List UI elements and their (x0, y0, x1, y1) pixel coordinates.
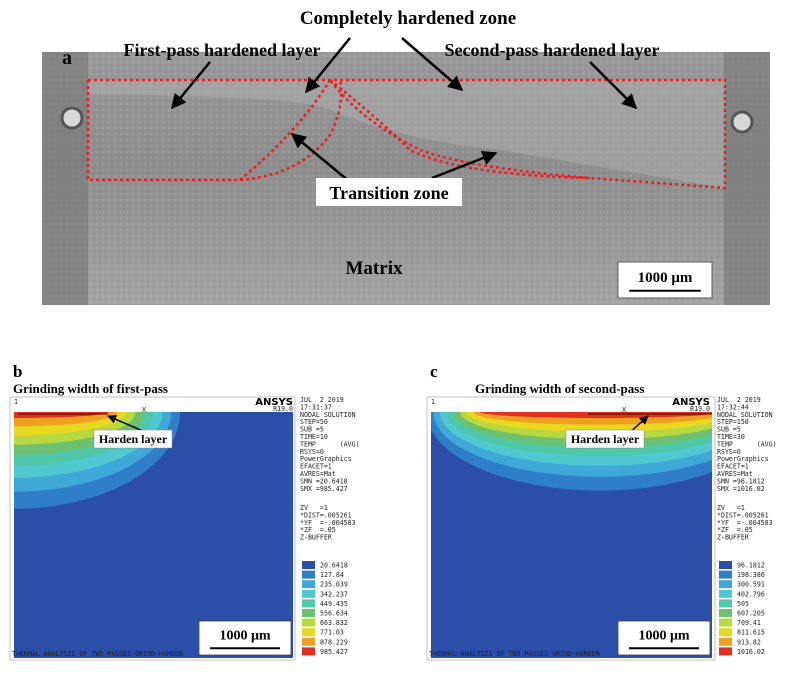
panel-label: a (62, 47, 72, 69)
info-line: Z-BUFFER (717, 534, 749, 542)
legend-label: 771.03 (320, 629, 344, 637)
panel-title: Grinding width of second-pass (475, 381, 644, 396)
callout: Matrix (346, 258, 403, 279)
axis-mark: X (622, 406, 626, 414)
legend-label: 198.386 (737, 571, 765, 579)
legend-label: 342.237 (320, 590, 348, 598)
legend-swatch (302, 628, 315, 636)
legend-swatch (302, 580, 315, 588)
legend-label: 505 (737, 600, 749, 608)
scale-bar-label: 1000 μm (219, 629, 270, 644)
axis-mark: 1 (431, 398, 435, 406)
legend-label: 1016.02 (737, 648, 765, 656)
callout: First-pass hardened layer (124, 40, 321, 60)
scale-bar-label: 1000 μm (638, 270, 693, 286)
legend-label: 811.615 (737, 629, 765, 637)
legend-label: 709.41 (737, 619, 761, 627)
legend-swatch (719, 619, 732, 627)
version: R19.0 (690, 405, 710, 413)
legend-swatch (302, 599, 315, 607)
legend-swatch (302, 619, 315, 627)
axis-mark: 1 (14, 398, 18, 406)
legend-swatch (719, 580, 732, 588)
info-line: SMX =985.427 (300, 485, 348, 493)
legend-label: 235.039 (320, 581, 348, 589)
legend-label: 127.84 (320, 571, 344, 579)
legend-swatch (719, 571, 732, 579)
legend-swatch (719, 561, 732, 569)
legend-swatch (302, 638, 315, 646)
legend-swatch (302, 590, 315, 598)
simulation-plot (0, 315, 295, 660)
scale-bar-label: 1000 μm (638, 629, 689, 644)
legend-swatch (719, 609, 732, 617)
legend-swatch (719, 638, 732, 646)
info-line: Z-BUFFER (300, 534, 332, 542)
annotation: Harden layer (571, 432, 640, 446)
version: R19.0 (273, 405, 293, 413)
info-line: SMX =1016.02 (717, 485, 765, 493)
legend-label: 300.591 (737, 581, 765, 589)
annotation: Harden layer (99, 432, 168, 446)
panel-label: b (13, 362, 22, 381)
legend-label: 878.229 (320, 638, 348, 646)
legend-label: 607.205 (737, 610, 765, 618)
legend-label: 985.427 (320, 648, 348, 656)
panel-label: c (430, 362, 438, 381)
callout: Transition zone (329, 183, 448, 203)
figure: a Completely hardened zone First-pass hard… (0, 0, 809, 682)
legend-swatch (719, 590, 732, 598)
legend-swatch (302, 571, 315, 579)
callout: Completely hardened zone (300, 8, 516, 29)
legend-label: 96.1812 (737, 562, 765, 570)
legend-swatch (302, 647, 315, 655)
legend-swatch (719, 599, 732, 607)
callout: Second-pass hardened layer (444, 40, 659, 60)
axis-mark: X (142, 406, 146, 414)
legend-label: 556.634 (320, 610, 348, 618)
legend-label: 449.435 (320, 600, 348, 608)
legend-label: 913.82 (737, 638, 761, 646)
legend-label: 20.6418 (320, 562, 348, 570)
footer: THERMAL ANALYSIS OF TWO PASSES GRIND-HAR… (12, 650, 183, 658)
legend-swatch (302, 561, 315, 569)
legend-swatch (719, 628, 732, 636)
legend-swatch (719, 647, 732, 655)
legend-label: 663.832 (320, 619, 348, 627)
footer: THERMAL ANALYSIS OF TWO PASSES GRIND-HAR… (429, 650, 600, 658)
legend-label: 402.796 (737, 590, 765, 598)
panel-title: Grinding width of first-pass (13, 381, 168, 396)
legend-swatch (302, 609, 315, 617)
